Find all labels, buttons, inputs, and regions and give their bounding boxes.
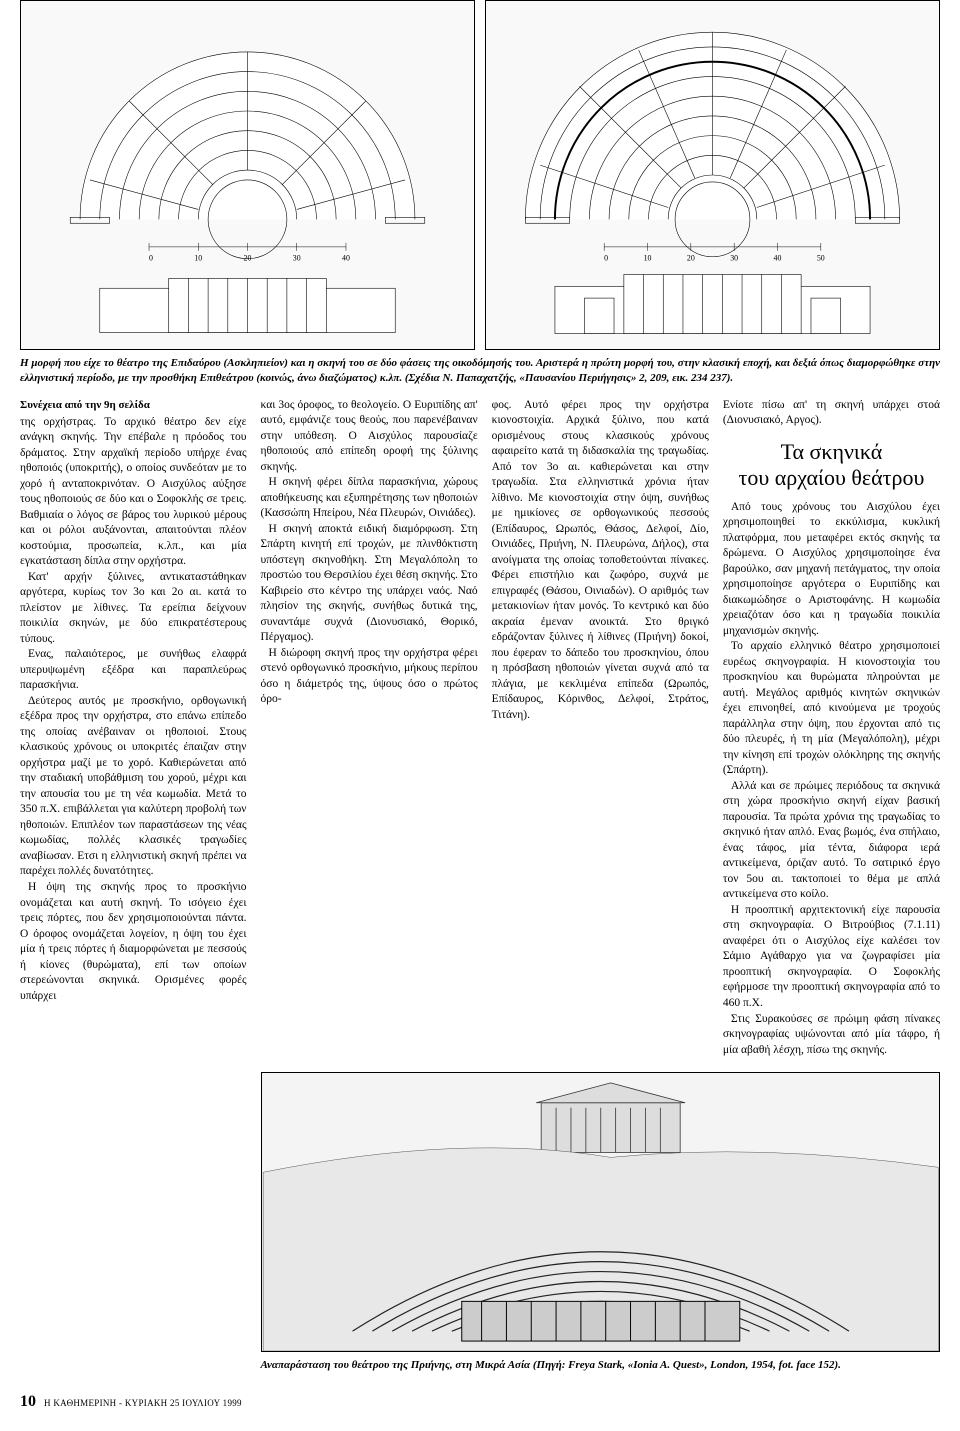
text-columns: Συνέχεια από την 9η σελίδα της ορχήστρας… [20, 398, 940, 1373]
svg-text:20: 20 [244, 254, 252, 263]
svg-text:10: 10 [644, 254, 652, 263]
page-footer: 10 Η ΚΑΘΗΜΕΡΙΝΗ - ΚΥΡΙΑΚΗ 25 ΙΟΥΛΙΟΥ 199… [20, 1393, 940, 1411]
col2-p3: Η σκηνή αποκτά ειδική διαμόρφωση. Στη Σπ… [261, 522, 478, 646]
svg-text:20: 20 [687, 254, 695, 263]
page-number: 10 [20, 1393, 36, 1411]
col1-p3: Ενας, παλαιότερος, με συνήθως ελαφρά υπε… [20, 647, 247, 694]
heading-line2: του αρχαίου θεάτρου [738, 465, 924, 490]
bottom-figure-image [261, 1072, 941, 1352]
col3-p1: φος. Αυτό φέρει προς την ορχήστρα κιονοσ… [492, 398, 709, 724]
column-2: και 3ος όροφος, το θεολογείο. Ο Ευριπίδη… [261, 398, 478, 1058]
footer-publication: Η ΚΑΘΗΜΕΡΙΝΗ - ΚΥΡΙΑΚΗ 25 ΙΟΥΛΙΟΥ 1999 [44, 1398, 242, 1408]
page-container: 0 10 20 30 40 [0, 0, 960, 1431]
col1-p4: Δεύτερος αυτός με προσκήνιο, ορθογωνική … [20, 694, 247, 880]
col1-p1: της ορχήστρας. Το αρχικό θέατρο δεν είχε… [20, 415, 247, 570]
svg-text:0: 0 [149, 254, 153, 263]
columns-234-top: και 3ος όροφος, το θεολογείο. Ο Ευριπίδη… [261, 398, 941, 1058]
column-1: Συνέχεια από την 9η σελίδα της ορχήστρας… [20, 398, 247, 1373]
svg-text:30: 30 [730, 254, 738, 263]
col1-p2: Κατ' αρχήν ξύλινες, αντικαταστάθηκαν αργ… [20, 570, 247, 648]
col4-p1: Ενίοτε πίσω απ' τη σκηνή υπάρχει στοά (Δ… [723, 398, 940, 429]
col2-p2: Η σκηνή φέρει δίπλα παρασκήνια, χώρους α… [261, 475, 478, 522]
figure-panel-right: 0 10 20 30 40 50 [485, 0, 940, 350]
svg-text:40: 40 [774, 254, 782, 263]
columns-234-wrap: και 3ος όροφος, το θεολογείο. Ο Ευριπίδη… [261, 398, 941, 1373]
svg-text:50: 50 [817, 254, 825, 263]
top-figure-panels: 0 10 20 30 40 [20, 0, 940, 350]
top-figure-caption: Η μορφή που είχε το θέατρο της Επιδαύρου… [20, 356, 940, 386]
bottom-figure: Αναπαράσταση του θεάτρου της Πριήνης, στ… [261, 1072, 941, 1373]
col4-p4: Αλλά και σε πρώιμες περιόδους τα σκηνικά… [723, 779, 940, 903]
priene-theater-drawing [262, 1073, 940, 1351]
bottom-figure-caption: Αναπαράσταση του θεάτρου της Πριήνης, στ… [261, 1358, 941, 1373]
svg-text:0: 0 [604, 254, 608, 263]
svg-text:30: 30 [293, 254, 301, 263]
top-figure: 0 10 20 30 40 [20, 0, 940, 386]
col4-p5: Η προοπτική αρχιτεκτονική είχε παρουσία … [723, 903, 940, 1012]
continuation-notice: Συνέχεια από την 9η σελίδα [20, 398, 247, 413]
theater-drawing-classical: 0 10 20 30 40 [21, 1, 474, 349]
svg-text:40: 40 [342, 254, 350, 263]
svg-text:10: 10 [194, 254, 202, 263]
heading-line1: Τα σκηνικά [781, 439, 883, 464]
section-heading: Τα σκηνικά του αρχαίου θεάτρου [723, 439, 940, 492]
col2-p1: και 3ος όροφος, το θεολογείο. Ο Ευριπίδη… [261, 398, 478, 476]
col4-p2: Από τους χρόνους του Αισχύλου έχει χρησι… [723, 500, 940, 640]
column-3: φος. Αυτό φέρει προς την ορχήστρα κιονοσ… [492, 398, 709, 1058]
col4-p6: Στις Συρακούσες σε πρώιμη φάση πίνακες σ… [723, 1012, 940, 1059]
col2-p4: Η διώροφη σκηνή προς την ορχήστρα φέρει … [261, 646, 478, 708]
figure-panel-left: 0 10 20 30 40 [20, 0, 475, 350]
col1-p5: Η όψη της σκηνής προς το προσκήνιο ονομά… [20, 880, 247, 1004]
column-4: Ενίοτε πίσω απ' τη σκηνή υπάρχει στοά (Δ… [723, 398, 940, 1058]
theater-drawing-hellenistic: 0 10 20 30 40 50 [486, 1, 939, 349]
col4-p3: Το αρχαίο ελληνικό θέατρο χρησιμοποιεί ε… [723, 639, 940, 779]
